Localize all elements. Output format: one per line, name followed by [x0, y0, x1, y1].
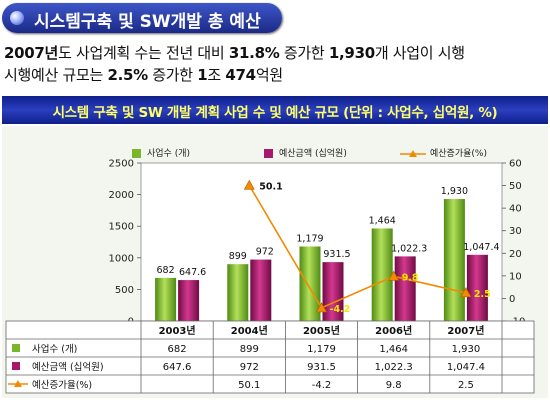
right-axis-tick-label: 10: [509, 271, 522, 282]
left-axis-tick-label: 2500: [109, 159, 134, 170]
table-header-cell: 2006년: [375, 324, 412, 337]
desc-text: 증가한: [279, 44, 329, 62]
legend-item-rate: 예산증가율(%): [400, 146, 487, 159]
plot-area: [140, 162, 503, 322]
table-cell: 1,047.4: [447, 362, 485, 373]
desc-text: 억원: [255, 66, 283, 84]
chart-svg: 05001000150020002500-1001020304050606826…: [5, 159, 535, 394]
desc-rate: 2.5%: [107, 66, 148, 84]
bar-budget-2: [322, 262, 344, 321]
bar-budget-3: [394, 256, 416, 321]
table-swatch-count: [12, 344, 20, 352]
point-rate-4: [460, 287, 472, 298]
legend-item-budget: 예산금액 (십억원): [264, 146, 347, 159]
data-label-rate: 9.8: [402, 272, 419, 283]
data-label-count: 1,930: [441, 186, 468, 197]
bullet-icon: [10, 11, 24, 25]
desc-text: 시행예산 규모는: [4, 66, 108, 84]
right-axis-tick-label: 0: [509, 294, 515, 305]
page-title-bar: 시스템구축 및 SW개발 총 예산: [2, 3, 282, 33]
right-axis-tick-label: 40: [509, 204, 522, 215]
desc-text: 개 사업이 시행: [374, 44, 465, 62]
data-label-rate: -4.2: [330, 304, 351, 315]
table-header-cell: 2005년: [303, 324, 340, 337]
table-row-label: 예산증가율(%): [32, 380, 92, 391]
data-label-count: 1,179: [296, 233, 323, 244]
desc-text: 도 사업계획 수는 전년 대비: [58, 44, 229, 62]
chart-title: 시스템 구축 및 SW 개발 계획 사업 수 및 예산 규모 (단위 : 사업수…: [52, 105, 498, 121]
left-axis-tick-label: 1000: [109, 253, 134, 264]
right-axis-tick-label: 30: [509, 226, 522, 237]
data-label-budget: 931.5: [323, 249, 350, 260]
table-cell: 931.5: [307, 362, 336, 373]
table-cell: 899: [240, 344, 259, 355]
line-rate: [248, 184, 467, 309]
description-line-1: 2007년도 사업계획 수는 전년 대비 31.8% 증가한 1,930개 사업…: [4, 42, 465, 63]
bar-budget-4: [466, 254, 488, 321]
bar-count-0: [155, 277, 177, 321]
data-label-count: 682: [157, 265, 175, 276]
left-axis-tick-label: 2000: [109, 190, 134, 201]
table-row-label: 예산금액 (십억원): [32, 361, 104, 373]
data-label-rate: 50.1: [259, 181, 282, 192]
left-axis-tick-label: 500: [115, 285, 134, 296]
bar-budget-1: [250, 259, 272, 321]
chart-title-banner: 시스템 구축 및 SW 개발 계획 사업 수 및 예산 규모 (단위 : 사업수…: [2, 96, 548, 124]
right-axis-tick-label: 60: [509, 159, 522, 170]
bar-count-1: [227, 264, 249, 321]
data-label-budget: 647.6: [179, 267, 206, 278]
table-header-cell: 2003년: [159, 324, 196, 337]
bar-count-4: [443, 199, 465, 321]
table-cell: 2.5: [458, 380, 474, 391]
description-line-2: 시행예산 규모는 2.5% 증가한 1조 474억원: [4, 64, 283, 85]
data-label-count: 1,464: [369, 215, 396, 226]
desc-amount: 474: [225, 66, 256, 84]
desc-count: 1,930: [328, 44, 375, 62]
point-rate-2: [315, 302, 328, 313]
data-label-rate: 2.5: [474, 289, 491, 300]
legend-label: 사업수 (개): [147, 149, 191, 159]
desc-amount: 1: [197, 66, 208, 84]
table-cell: 972: [240, 362, 259, 373]
table-row-label: 사업수 (개): [32, 343, 77, 355]
page-title: 시스템구축 및 SW개발 총 예산: [34, 12, 261, 32]
bar-budget-0: [178, 280, 200, 321]
data-label-budget: 1,022.3: [391, 243, 427, 254]
desc-text: 조: [207, 66, 226, 84]
right-axis-tick-label: 50: [509, 181, 522, 192]
data-label-budget: 972: [256, 247, 274, 258]
legend-label: 예산증가율(%): [430, 149, 487, 159]
desc-text: 증가한: [147, 66, 198, 84]
table-cell: -4.2: [312, 380, 332, 391]
table-cell: 50.1: [238, 380, 260, 391]
point-rate-3: [388, 270, 400, 281]
table-swatch-budget: [12, 362, 20, 370]
legend-swatch-count: [132, 149, 141, 158]
table-cell: 1,930: [452, 344, 481, 355]
data-label-budget: 1,047.4: [463, 242, 499, 253]
table-cell: 1,179: [307, 344, 336, 355]
chart-panel: 사업수 (개) 예산금액 (십억원) 예산증가율(%) 0 500 1000 1500…: [2, 126, 548, 398]
table-header-cell: 2004년: [231, 324, 268, 337]
bar-count-3: [371, 228, 393, 321]
left-axis-tick-label: 1500: [109, 222, 134, 233]
legend-item-count: 사업수 (개): [132, 146, 190, 159]
right-axis-tick-label: 20: [509, 249, 522, 260]
point-rate-1: [243, 179, 255, 190]
table-cell: 1,022.3: [375, 362, 413, 373]
table-swatch-rate: [14, 380, 22, 387]
desc-year: 2007년: [4, 44, 59, 62]
bar-count-2: [299, 246, 321, 321]
table-header-cell: 2007년: [447, 324, 484, 337]
data-label-count: 899: [229, 251, 247, 262]
legend-label: 예산금액 (십억원): [279, 149, 347, 159]
table-cell: 1,464: [379, 344, 408, 355]
legend-swatch-rate: [400, 149, 426, 157]
desc-rate: 31.8%: [228, 44, 280, 62]
legend-swatch-budget: [264, 149, 273, 158]
table-cell: 9.8: [386, 380, 402, 391]
table-cell: 682: [168, 344, 187, 355]
table-cell: 647.6: [163, 362, 192, 373]
